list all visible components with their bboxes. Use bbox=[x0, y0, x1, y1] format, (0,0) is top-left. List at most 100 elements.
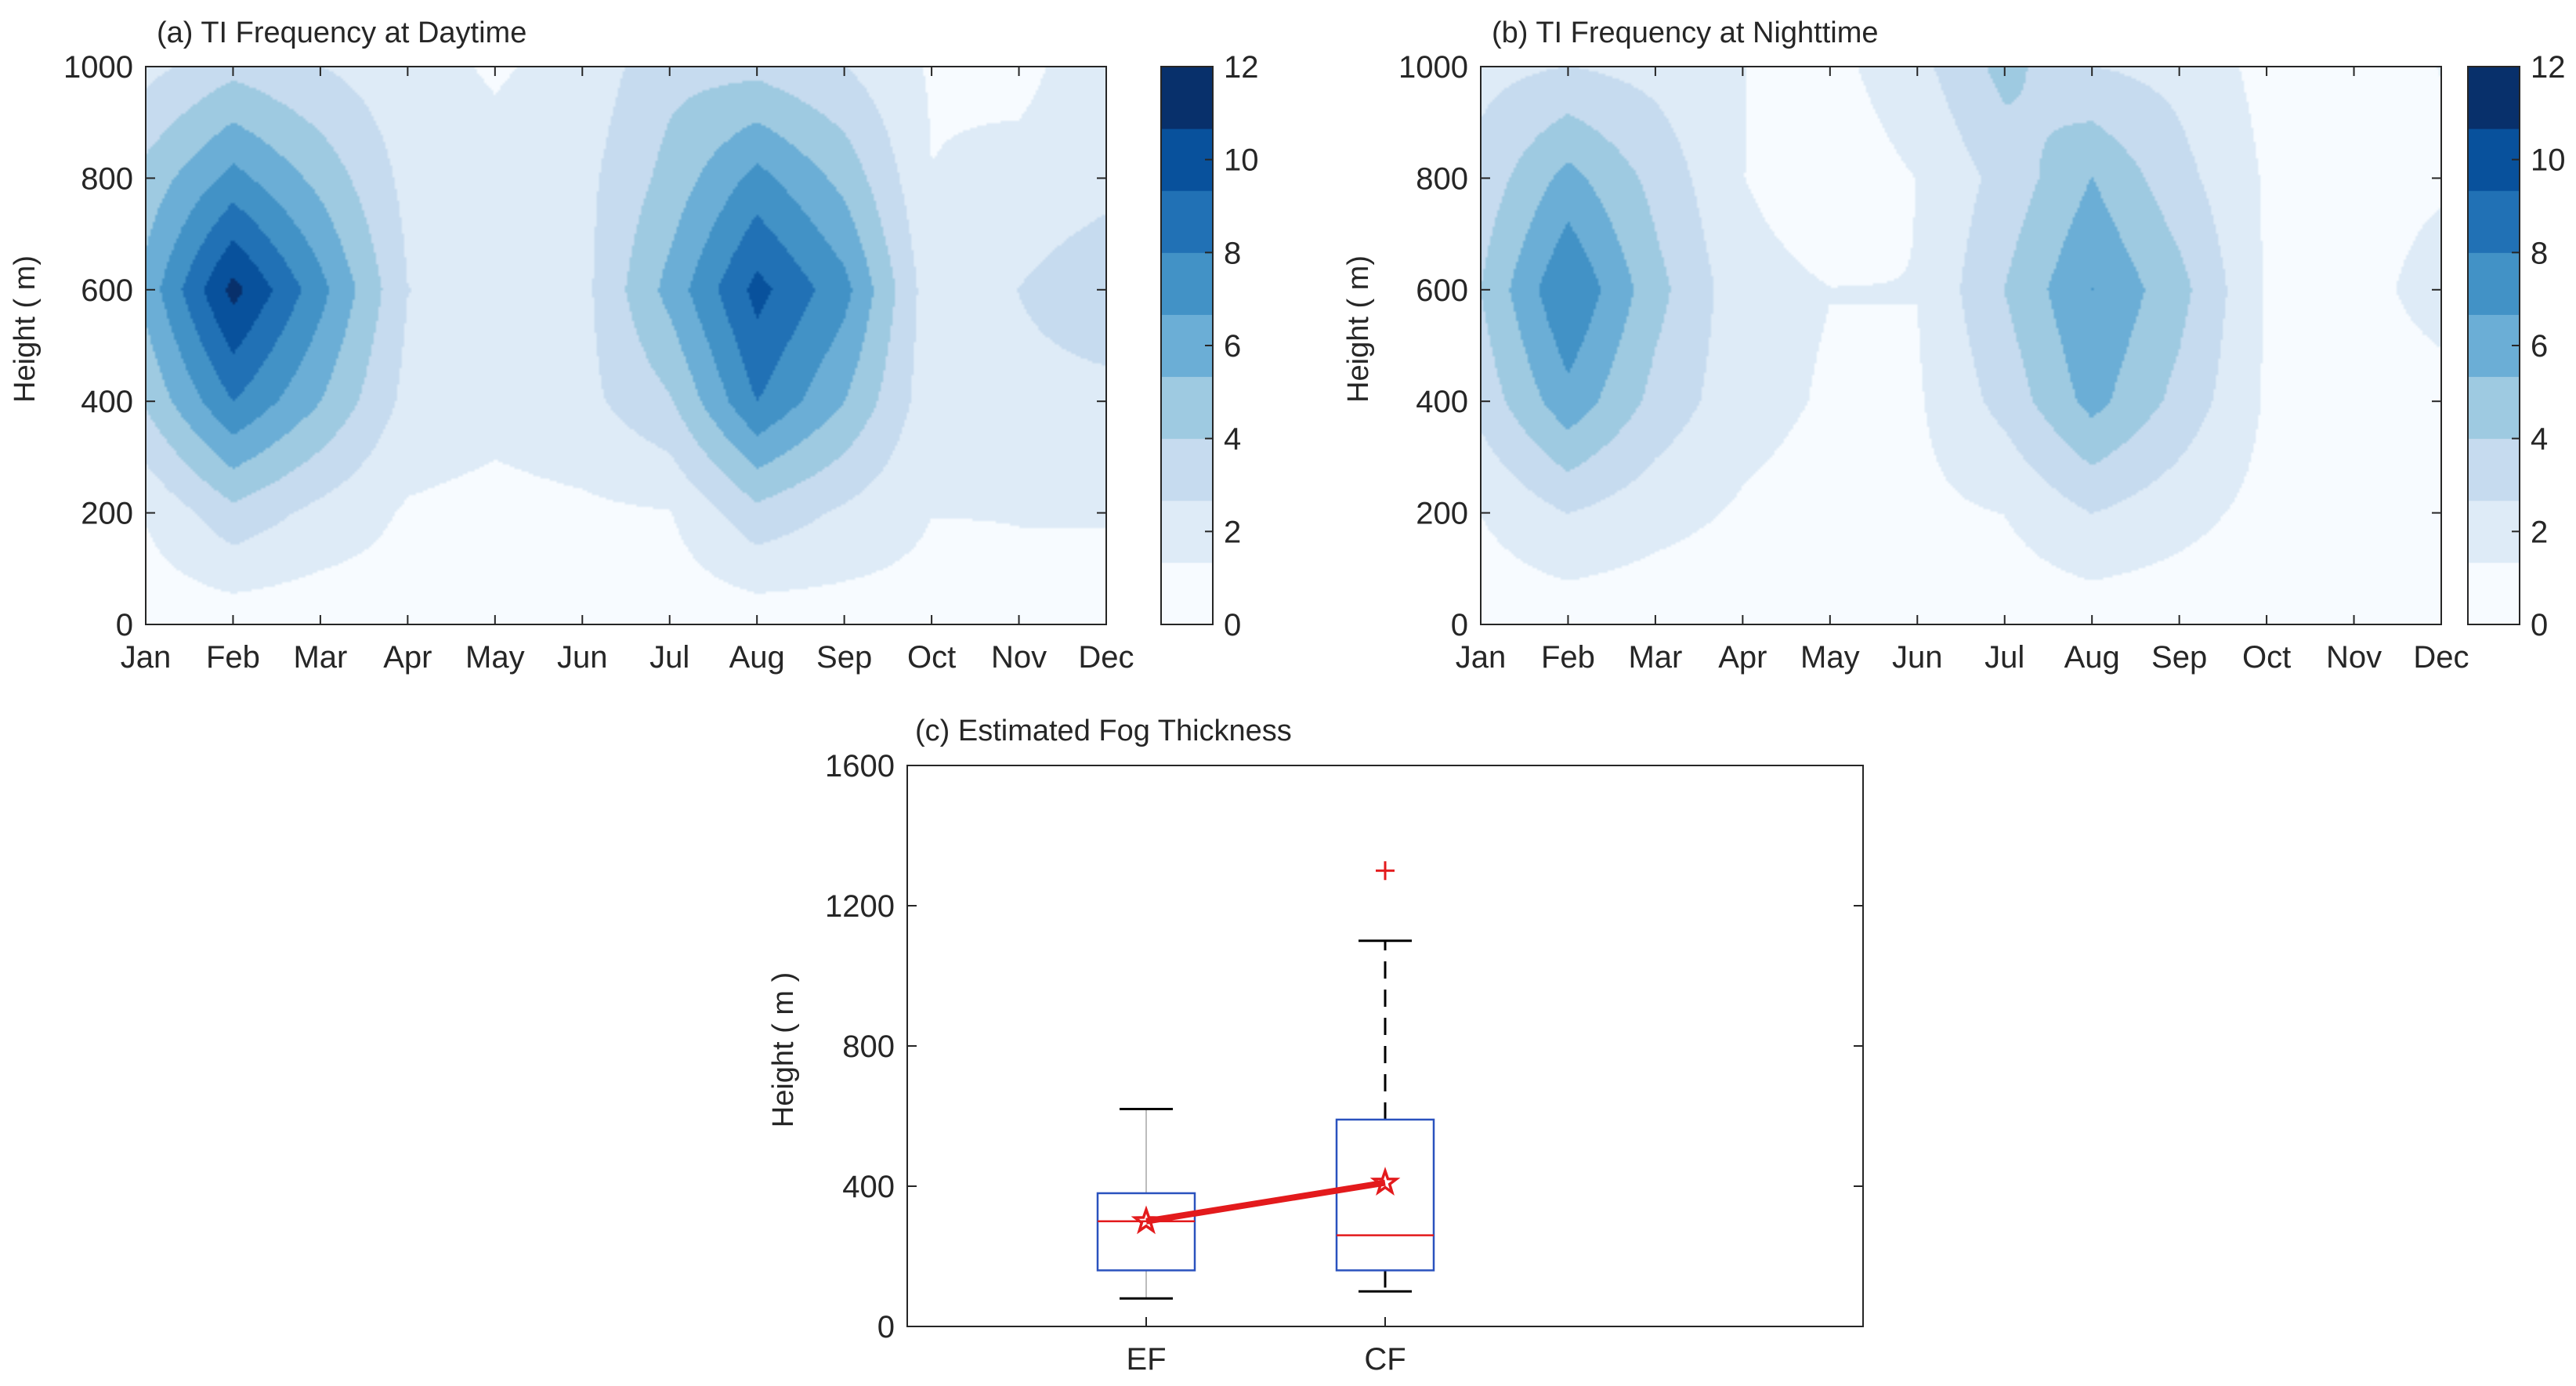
x-tick-label: Feb bbox=[1541, 640, 1595, 675]
x-tick-label: Aug bbox=[729, 640, 785, 675]
x-tick-label: EF bbox=[1126, 1342, 1166, 1377]
panel-c-y-axis-label: Height ( m ) bbox=[767, 972, 800, 1127]
x-tick-label: Feb bbox=[206, 640, 260, 675]
panel-b-title: (b) TI Frequency at Nighttime bbox=[1492, 16, 1878, 49]
colorbar-tick-label: 8 bbox=[2531, 236, 2548, 270]
panel-a-contour: (a) TI Frequency at Daytime Jan Feb Mar Apr… bbox=[9, 16, 1259, 675]
colorbar-level bbox=[2468, 252, 2520, 315]
colorbar-level bbox=[2468, 376, 2520, 440]
x-tick-label: Sep bbox=[2151, 640, 2207, 675]
y-tick-label: 1200 bbox=[825, 889, 895, 924]
x-tick-label: Aug bbox=[2064, 640, 2120, 675]
x-tick-label: Apr bbox=[1718, 640, 1767, 675]
y-tick-label: 600 bbox=[1416, 273, 1468, 308]
colorbar-tick-label: 6 bbox=[2531, 329, 2548, 364]
axes-frame bbox=[145, 66, 1107, 625]
panel-c-title: (c) Estimated Fog Thickness bbox=[915, 715, 1292, 747]
colorbar-level bbox=[2468, 314, 2520, 378]
contour-field bbox=[1481, 67, 2441, 624]
colorbar-level bbox=[1161, 128, 1213, 191]
x-tick-label: Oct bbox=[907, 640, 956, 675]
colorbar-tick-label: 6 bbox=[1224, 329, 1241, 364]
x-tick-label: Jan bbox=[121, 640, 172, 675]
axes-frame bbox=[1480, 66, 2442, 625]
panel-b-contour: (b) TI Frequency at Nighttime Jan Feb Mar A… bbox=[1342, 16, 2566, 675]
panel-a-title: (a) TI Frequency at Daytime bbox=[157, 16, 526, 49]
colorbar-tick-label: 4 bbox=[1224, 422, 1241, 457]
y-tick-label: 200 bbox=[81, 497, 133, 531]
panel-c-plot-area: 0 400 800 1200 1600 EF CF bbox=[825, 749, 1864, 1377]
x-tick-label: Nov bbox=[2326, 640, 2382, 675]
x-tick-label: Sep bbox=[816, 640, 872, 675]
colorbar-level bbox=[1161, 67, 1213, 129]
colorbar-level bbox=[1161, 500, 1213, 563]
colorbar-level bbox=[1161, 314, 1213, 378]
colorbar-level bbox=[2468, 128, 2520, 191]
mean-connector-line bbox=[1145, 1179, 1386, 1225]
colorbar-level bbox=[1161, 438, 1213, 501]
colorbar-tick-label: 10 bbox=[2531, 143, 2566, 178]
panel-b-y-axis-label: Height ( m) bbox=[1342, 255, 1375, 403]
panel-c-boxplot: (c) Estimated Fog Thickness 0 400 800 1200 1… bbox=[767, 715, 1864, 1377]
colorbar-level bbox=[1161, 376, 1213, 440]
colorbar-level bbox=[1161, 562, 1213, 625]
x-tick-label: Dec bbox=[2413, 640, 2469, 675]
colorbar-tick-label: 12 bbox=[2531, 50, 2566, 85]
x-tick-label: Dec bbox=[1078, 640, 1134, 675]
colorbar-level bbox=[2468, 438, 2520, 501]
x-tick-label: Jun bbox=[1892, 640, 1943, 675]
colorbar-level bbox=[2468, 562, 2520, 625]
colorbar-tick-label: 4 bbox=[2531, 422, 2548, 457]
x-tick-label: Jun bbox=[557, 640, 608, 675]
box-iqr bbox=[1335, 1118, 1435, 1272]
y-tick-label: 400 bbox=[842, 1170, 895, 1204]
colorbar-tick-label: 2 bbox=[1224, 515, 1241, 549]
colorbar-level bbox=[2468, 190, 2520, 253]
y-tick-label: 600 bbox=[81, 273, 133, 308]
panel-b-colorbar: 0 2 4 6 8 10 12 bbox=[2467, 50, 2566, 642]
x-tick-label: Jul bbox=[1984, 640, 2024, 675]
y-tick-label: 400 bbox=[1416, 385, 1468, 419]
y-tick-label: 1000 bbox=[63, 50, 133, 85]
x-tick-label: Apr bbox=[383, 640, 432, 675]
x-tick-label: May bbox=[1800, 640, 1860, 675]
contour-field bbox=[146, 67, 1106, 624]
colorbar-level bbox=[1161, 190, 1213, 253]
colorbar-tick-label: 8 bbox=[1224, 236, 1241, 270]
y-tick-label: 0 bbox=[116, 608, 133, 642]
panel-a-plot-area: Jan Feb Mar Apr May Jun Jul Aug Sep Oct Nov Dec 0 200… bbox=[63, 50, 1134, 675]
y-tick-label: 0 bbox=[1451, 608, 1468, 642]
x-tick-label: CF bbox=[1364, 1342, 1406, 1377]
colorbar-tick-label: 10 bbox=[1224, 143, 1259, 178]
mean-star-marker bbox=[1131, 1205, 1162, 1235]
y-tick-label: 800 bbox=[1416, 161, 1468, 196]
x-tick-label: Nov bbox=[991, 640, 1047, 675]
y-tick-label: 800 bbox=[81, 161, 133, 196]
colorbar-tick-label: 0 bbox=[1224, 608, 1241, 642]
y-tick-label: 400 bbox=[81, 385, 133, 419]
x-tick-label: Oct bbox=[2242, 640, 2291, 675]
y-tick-label: 1600 bbox=[825, 749, 895, 783]
colorbar-level bbox=[2468, 67, 2520, 129]
x-tick-label: May bbox=[465, 640, 525, 675]
x-tick-label: Jul bbox=[649, 640, 689, 675]
y-tick-label: 800 bbox=[842, 1030, 895, 1064]
colorbar-tick-label: 0 bbox=[2531, 608, 2548, 642]
colorbar-tick-label: 12 bbox=[1224, 50, 1259, 85]
panel-a-colorbar: 0 2 4 6 8 10 12 bbox=[1160, 50, 1259, 642]
colorbar-level bbox=[2468, 500, 2520, 563]
colorbar-level bbox=[1161, 252, 1213, 315]
x-tick-label: Mar bbox=[1628, 640, 1682, 675]
outlier-marker bbox=[1376, 861, 1395, 881]
mean-star-marker bbox=[1369, 1167, 1401, 1196]
colorbar-tick-label: 2 bbox=[2531, 515, 2548, 549]
y-tick-label: 0 bbox=[877, 1310, 895, 1344]
x-tick-label: Jan bbox=[1456, 640, 1507, 675]
panel-a-y-axis-label: Height ( m) bbox=[9, 255, 42, 403]
y-tick-label: 200 bbox=[1416, 497, 1468, 531]
box-iqr bbox=[1096, 1192, 1196, 1272]
y-tick-label: 1000 bbox=[1398, 50, 1468, 85]
panel-b-plot-area: Jan Feb Mar Apr May Jun Jul Aug Sep Oct Nov Dec 0 200… bbox=[1398, 50, 2469, 675]
x-tick-label: Mar bbox=[293, 640, 347, 675]
